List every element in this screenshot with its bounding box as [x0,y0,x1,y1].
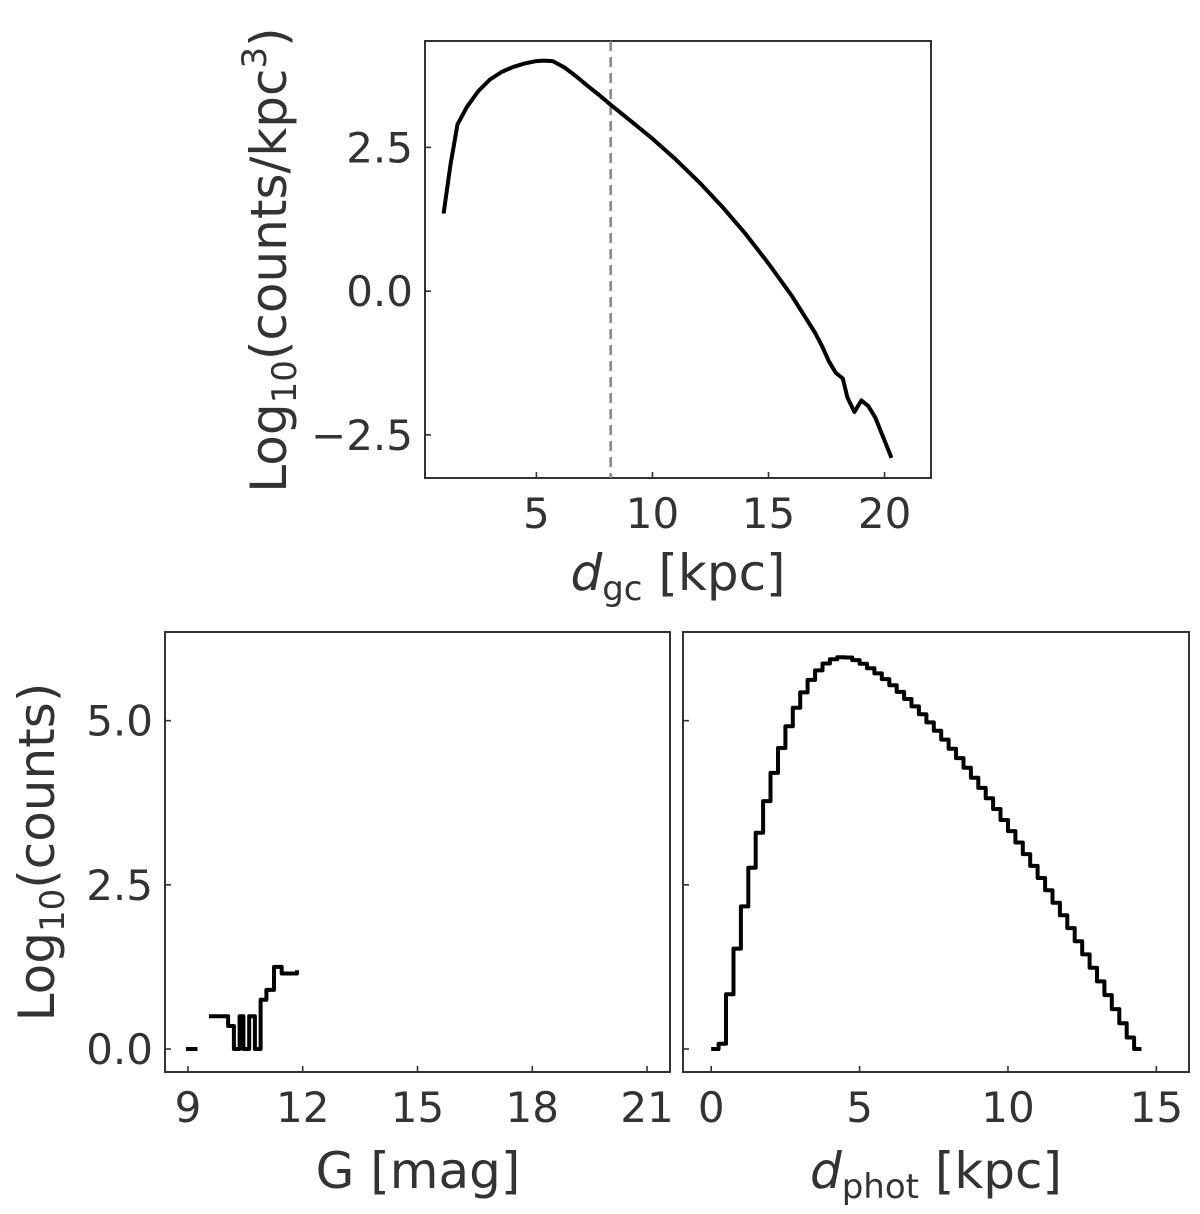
bottom-right-plot-frame [682,631,1190,1073]
bottom-left-x-axis-label: G [mag] [316,1142,521,1200]
bottom-right-x-axis-label: dphot [kpc] [810,1142,1062,1207]
top-series-line [441,58,894,459]
y-tick-label-bottom-left-1: 2.5 [86,861,153,910]
top-plot-frame [424,40,932,479]
bottom-left-panel-gmag: 9 12 15 18 21 0.0 2.5 5.0 G [mag] Log10(counts) [8,631,674,1200]
bottom-y-axis-label: Log10(counts) [8,683,73,1022]
top-panel-dgc: 5 10 15 20 −2.5 0.0 2.5 dgc [kpc] Log10(counts… [235,27,932,609]
bottom-right-step-series [711,655,1142,1051]
top-x-axis-label: dgc [kpc] [570,544,785,609]
x-tick-label-top-1: 10 [626,489,679,538]
x-tick-label-top-2: 15 [742,489,795,538]
y-tick-label-bottom-left-2: 5.0 [86,697,153,746]
bottom-left-plot-frame [164,631,671,1073]
bottom-left-step-series [186,964,299,1051]
x-tick-label-bottom-left-3: 18 [506,1083,559,1132]
x-tick-label-bottom-left-4: 21 [620,1083,673,1132]
x-tick-label-bottom-left-1: 12 [276,1083,329,1132]
x-tick-label-bottom-left-0: 9 [175,1083,202,1132]
x-tick-label-bottom-right-1: 5 [846,1083,873,1132]
top-y-axis-label: Log10(counts/kpc3) [235,27,305,492]
bottom-right-panel-dphot: 0 5 10 15 dphot [kpc] [682,631,1190,1207]
y-tick-label-top-1: 0.0 [346,267,413,316]
bottom-left-axis-ticks: 9 12 15 18 21 0.0 2.5 5.0 [86,697,674,1132]
y-tick-label-top-0: −2.5 [311,411,413,460]
x-tick-label-bottom-right-0: 0 [698,1083,725,1132]
x-tick-label-top-3: 20 [858,489,911,538]
x-tick-label-bottom-right-2: 10 [981,1083,1034,1132]
x-tick-label-top-0: 5 [523,489,550,538]
bottom-right-axis-ticks: 0 5 10 15 [683,719,1183,1132]
x-tick-label-bottom-right-3: 15 [1130,1083,1183,1132]
y-tick-label-top-2: 2.5 [346,123,413,172]
y-tick-label-bottom-left-0: 0.0 [86,1025,153,1074]
x-tick-label-bottom-left-2: 15 [391,1083,444,1132]
top-axis-ticks: 5 10 15 20 −2.5 0.0 2.5 [311,123,911,538]
